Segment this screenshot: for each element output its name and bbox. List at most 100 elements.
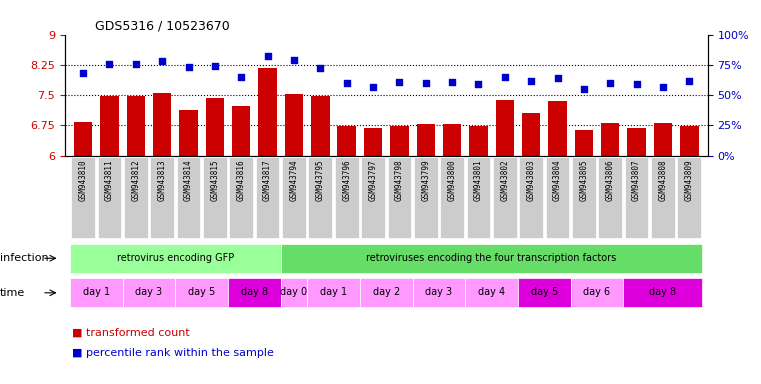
Bar: [153, 93, 171, 156]
Text: retrovirus encoding GFP: retrovirus encoding GFP: [116, 253, 234, 263]
Point: [77, 70, 89, 76]
Point: [262, 53, 274, 60]
Bar: [412, 278, 465, 308]
Text: GSM943810: GSM943810: [78, 159, 88, 200]
Bar: [465, 278, 518, 308]
Bar: [470, 126, 488, 156]
Bar: [74, 122, 92, 156]
Text: GSM943805: GSM943805: [579, 159, 588, 200]
Point: [103, 61, 116, 67]
Bar: [70, 243, 281, 273]
Bar: [601, 123, 619, 156]
Bar: [416, 124, 435, 156]
Bar: [495, 100, 514, 156]
Text: GSM943811: GSM943811: [105, 159, 114, 200]
Text: GSM943798: GSM943798: [395, 159, 404, 200]
Bar: [281, 243, 702, 273]
Bar: [228, 278, 281, 308]
Text: day 4: day 4: [478, 287, 505, 297]
Bar: [575, 130, 593, 156]
Point: [604, 80, 616, 86]
Bar: [623, 278, 702, 308]
Text: ■ transformed count: ■ transformed count: [72, 327, 190, 337]
Point: [393, 79, 406, 85]
Bar: [97, 157, 121, 238]
Text: GSM943817: GSM943817: [263, 159, 272, 200]
Bar: [627, 128, 646, 156]
Bar: [625, 157, 648, 238]
Point: [552, 75, 564, 81]
Text: GSM943801: GSM943801: [474, 159, 483, 200]
Point: [156, 58, 168, 64]
Point: [525, 78, 537, 84]
Text: GSM943797: GSM943797: [368, 159, 377, 200]
Text: day 5: day 5: [530, 287, 558, 297]
Point: [657, 83, 669, 89]
Bar: [72, 157, 95, 238]
Bar: [256, 157, 279, 238]
Point: [419, 80, 431, 86]
Bar: [335, 157, 358, 238]
Text: GSM943808: GSM943808: [658, 159, 667, 200]
Bar: [651, 157, 675, 238]
Bar: [175, 278, 228, 308]
Text: GSM943800: GSM943800: [447, 159, 457, 200]
Text: GSM943796: GSM943796: [342, 159, 351, 200]
Bar: [123, 278, 175, 308]
Text: ■ percentile rank within the sample: ■ percentile rank within the sample: [72, 348, 274, 358]
Bar: [124, 157, 148, 238]
Bar: [364, 128, 382, 156]
Point: [341, 80, 353, 86]
Text: GDS5316 / 10523670: GDS5316 / 10523670: [95, 20, 230, 33]
Bar: [282, 157, 306, 238]
Text: GSM943806: GSM943806: [606, 159, 615, 200]
Bar: [654, 123, 672, 156]
Text: GSM943815: GSM943815: [210, 159, 219, 200]
Bar: [232, 106, 250, 156]
Text: day 3: day 3: [135, 287, 163, 297]
Text: GSM943813: GSM943813: [158, 159, 167, 200]
Text: time: time: [0, 288, 25, 298]
Bar: [307, 278, 360, 308]
Bar: [571, 278, 623, 308]
Point: [446, 79, 458, 85]
Text: retroviruses encoding the four transcription factors: retroviruses encoding the four transcrip…: [367, 253, 616, 263]
Bar: [466, 157, 490, 238]
Bar: [308, 157, 333, 238]
Text: day 3: day 3: [425, 287, 453, 297]
Point: [367, 83, 379, 89]
Point: [498, 74, 511, 80]
Bar: [360, 278, 412, 308]
Text: GSM943816: GSM943816: [237, 159, 246, 200]
Bar: [414, 157, 438, 238]
Text: GSM943812: GSM943812: [132, 159, 140, 200]
Bar: [522, 113, 540, 156]
Bar: [203, 157, 227, 238]
Point: [314, 65, 326, 71]
Bar: [361, 157, 385, 238]
Text: day 5: day 5: [188, 287, 215, 297]
Bar: [518, 278, 571, 308]
Bar: [229, 157, 253, 238]
Bar: [177, 157, 200, 238]
Text: day 1: day 1: [83, 287, 110, 297]
Text: day 0: day 0: [280, 287, 307, 297]
Bar: [285, 94, 303, 156]
Text: day 8: day 8: [649, 287, 677, 297]
Bar: [548, 101, 567, 156]
Point: [578, 86, 590, 92]
Bar: [677, 157, 701, 238]
Point: [683, 78, 696, 84]
Bar: [546, 157, 569, 238]
Text: GSM943804: GSM943804: [553, 159, 562, 200]
Text: GSM943803: GSM943803: [527, 159, 536, 200]
Bar: [519, 157, 543, 238]
Bar: [126, 96, 145, 156]
Bar: [70, 278, 123, 308]
Text: day 1: day 1: [320, 287, 347, 297]
Bar: [281, 278, 307, 308]
Point: [235, 74, 247, 80]
Point: [630, 81, 642, 87]
Text: day 2: day 2: [373, 287, 400, 297]
Bar: [572, 157, 596, 238]
